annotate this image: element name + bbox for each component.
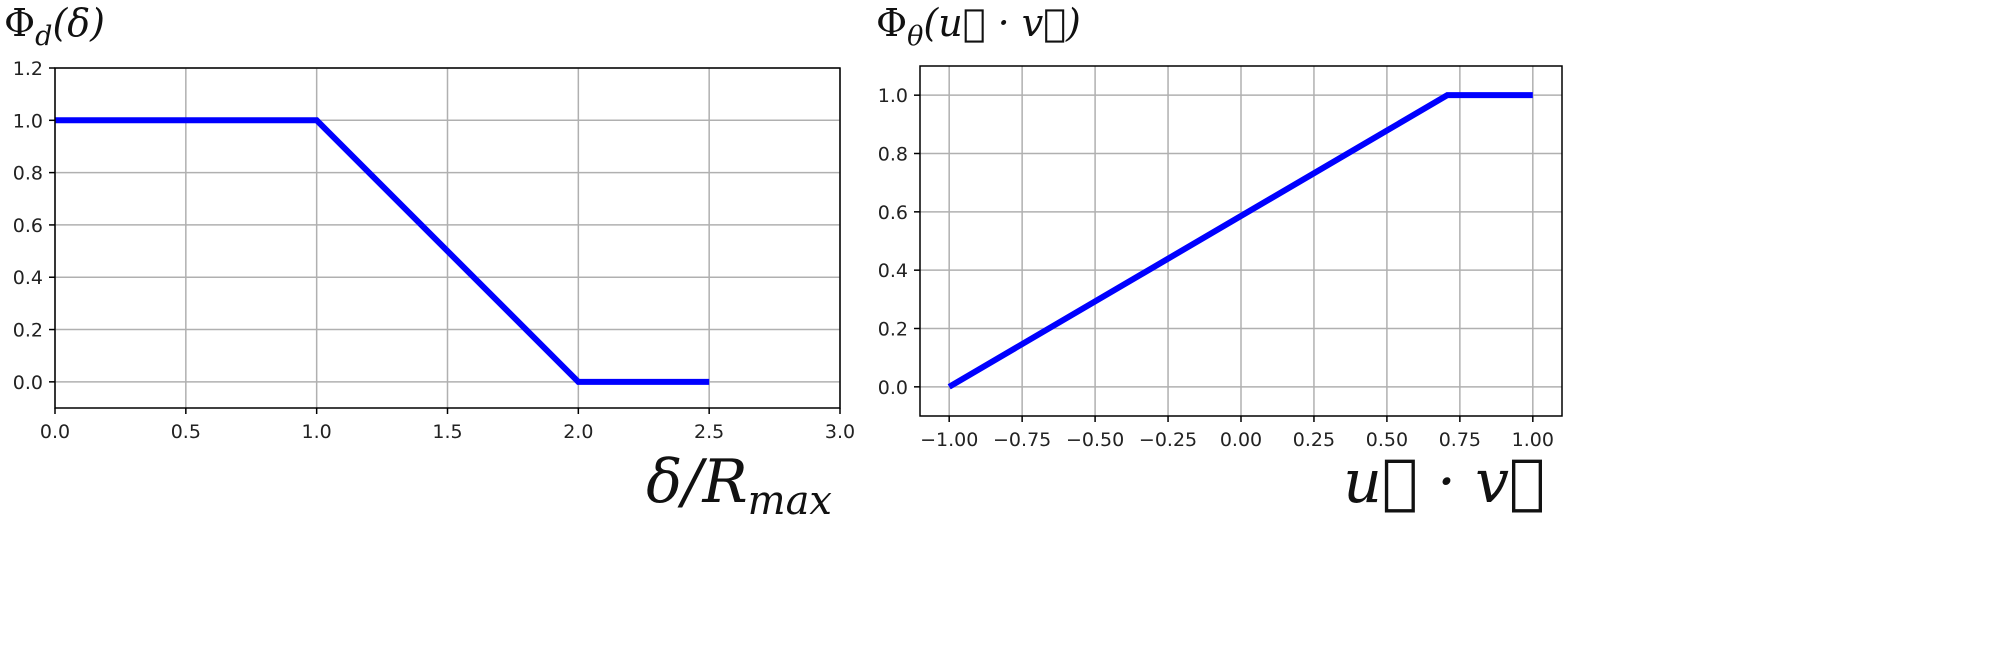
x-tick-label: 0.25 [1293,429,1335,451]
y-tick-label: 0.6 [878,202,908,224]
x-tick-label: 0.75 [1439,429,1481,451]
y-axis-label-subscript: d [35,21,52,52]
series-line [55,117,710,385]
y-axis-label-argument: (δ) [52,1,105,45]
x-axis-label-subscript: max [748,478,832,524]
y-axis-label: Φd(δ) [4,1,105,52]
y-tick-label: 0.0 [878,377,908,399]
y-axis-label-argument: (u⃗ · v⃗) [923,1,1080,45]
y-tick-label: 0.8 [13,163,43,185]
y-tick-label: 1.2 [13,58,43,80]
x-axis-label-base: δ/R [646,447,748,517]
x-tick-label: 0.0 [40,421,70,443]
chart-angle-weight: −1.00 −0.75 −0.50 −0.25 0.00 0.25 0.50 0.75 1.00… [876,1,1563,517]
x-tick-label: 2.5 [694,421,724,443]
y-tick-label: 0.2 [878,319,908,341]
x-tick-label: −0.75 [993,429,1051,451]
y-axis-label-base: Φ [876,1,907,45]
y-tick-label: 0.4 [878,260,908,282]
x-axis-label: u⃗ · v⃗ [1343,447,1545,517]
x-tick-label: 2.0 [563,421,593,443]
x-tick-label: 0.5 [171,421,201,443]
y-tick-label: 0.6 [13,215,43,237]
x-tick-label: 0.00 [1220,429,1262,451]
x-tick-label: 1.5 [432,421,462,443]
x-tick-label: 3.0 [825,421,855,443]
y-axis-label: Φθ(u⃗ · v⃗) [876,1,1081,52]
x-tick-label: −0.25 [1139,429,1197,451]
y-tick-label: 0.4 [13,267,43,289]
x-axis-label: δ/Rmax [646,447,832,524]
x-tick-label: 0.50 [1366,429,1408,451]
y-axis-label-base: Φ [4,1,35,45]
series-line [947,92,1533,390]
x-tick-label: 1.00 [1512,429,1554,451]
y-tick-label: 0.0 [13,372,43,394]
y-tick-label: 1.0 [878,85,908,107]
y-tick-label: 0.2 [13,320,43,342]
y-axis-label-subscript: θ [907,21,923,52]
x-tick-label: 1.0 [302,421,332,443]
y-tick-label: 0.8 [878,144,908,166]
chart-distance-weight: 0.0 0.5 1.0 1.5 2.0 2.5 3.0 0.0 0.2 0.4 0.6 0.8 1.0 1… [4,1,855,524]
y-tick-label: 1.0 [13,110,43,132]
x-tick-label: −0.50 [1066,429,1124,451]
x-tick-label: −1.00 [920,429,978,451]
